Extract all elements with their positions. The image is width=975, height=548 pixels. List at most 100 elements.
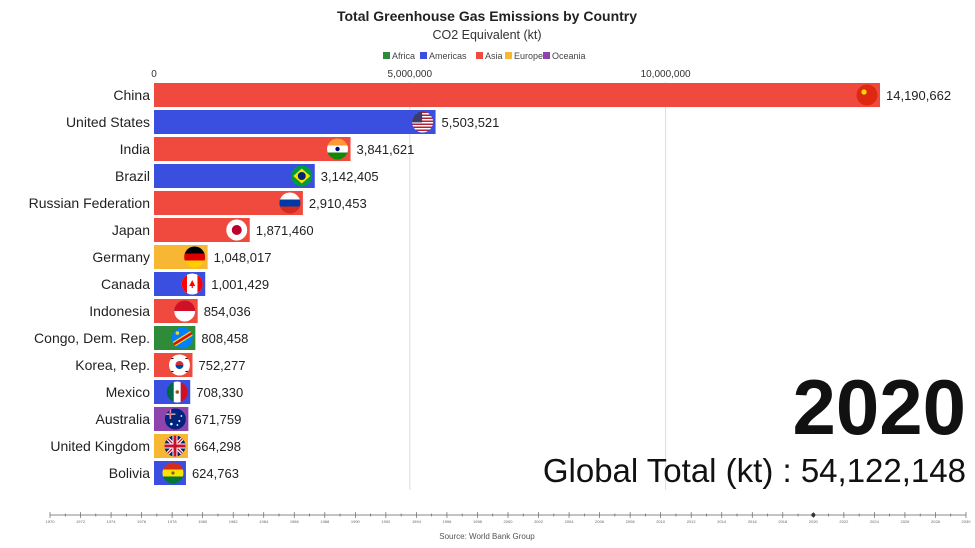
timeline-year-label: 1976 xyxy=(137,519,147,524)
category-label: Japan xyxy=(112,222,150,238)
timeline-year-label: 1972 xyxy=(76,519,86,524)
canada-flag-icon xyxy=(181,273,203,295)
bar-row: Australia 671,759 xyxy=(96,407,241,431)
legend-swatch xyxy=(383,52,390,59)
india-flag-icon xyxy=(327,138,349,160)
timeline-year-label: 1994 xyxy=(412,519,422,524)
timeline-year-label: 1970 xyxy=(46,519,56,524)
timeline-year-label: 1984 xyxy=(259,519,269,524)
timeline-year-label: 2018 xyxy=(778,519,788,524)
indonesia-flag-icon xyxy=(174,300,196,322)
timeline-year-label: 2010 xyxy=(656,519,666,524)
legend-label: Europe xyxy=(514,51,543,61)
russia-flag-icon xyxy=(279,192,301,214)
legend-item-asia: Asia xyxy=(476,51,503,61)
legend-item-africa: Africa xyxy=(383,51,415,61)
bar-row: Korea, Rep. 752,277 xyxy=(75,353,245,377)
legend-item-americas: Americas xyxy=(420,51,467,61)
category-label: Korea, Rep. xyxy=(75,357,150,373)
brazil-flag-icon xyxy=(291,165,313,187)
legend-label: Asia xyxy=(485,51,503,61)
category-label: Brazil xyxy=(115,168,150,184)
value-label: 5,503,521 xyxy=(442,115,500,130)
category-label: Indonesia xyxy=(89,303,150,319)
bar-row: Russian Federation 2,910,453 xyxy=(29,191,367,215)
timeline-year-label: 2016 xyxy=(748,519,758,524)
legend-swatch xyxy=(420,52,427,59)
x-tick-label: 5,000,000 xyxy=(388,69,433,80)
mexico-flag-icon xyxy=(166,381,188,403)
category-label: Russian Federation xyxy=(29,195,150,211)
timeline-year-label: 1982 xyxy=(229,519,239,524)
timeline-year-label: 1980 xyxy=(198,519,208,524)
year-label: 2020 xyxy=(792,363,966,451)
bar xyxy=(154,110,436,134)
bar-row: Mexico 708,330 xyxy=(106,380,243,404)
category-label: United States xyxy=(66,114,150,130)
global-total-label: Global Total (kt) : 54,122,148 xyxy=(543,452,966,489)
timeline-year-label: 1990 xyxy=(351,519,361,524)
value-label: 1,871,460 xyxy=(256,223,314,238)
timeline-year-label: 1998 xyxy=(473,519,483,524)
us-flag-icon xyxy=(412,111,434,133)
timeline-year-label: 1988 xyxy=(320,519,330,524)
congo-flag-icon xyxy=(171,327,193,349)
bars: China 14,190,662 United States 5,503,521 Ind… xyxy=(29,83,951,485)
bar xyxy=(154,191,303,215)
bar-row: Indonesia 854,036 xyxy=(89,299,251,323)
timeline-year-label: 2024 xyxy=(870,519,880,524)
timeline-year-label: 2026 xyxy=(900,519,910,524)
bolivia-flag-icon xyxy=(162,462,184,484)
timeline-year-label: 1996 xyxy=(442,519,452,524)
timeline-year-label: 1974 xyxy=(107,519,117,524)
x-tick-label: 10,000,000 xyxy=(641,69,691,80)
bar-row: Japan 1,871,460 xyxy=(112,218,314,242)
value-label: 2,910,453 xyxy=(309,196,367,211)
timeline-year-label: 2022 xyxy=(839,519,849,524)
korea-flag-icon xyxy=(168,354,190,376)
value-label: 3,142,405 xyxy=(321,169,379,184)
timeline-year-label: 1978 xyxy=(168,519,178,524)
category-label: Mexico xyxy=(106,384,151,400)
value-label: 1,001,429 xyxy=(211,277,269,292)
timeline-year-label: 2030 xyxy=(962,519,972,524)
timeline-year-label: 2020 xyxy=(809,519,819,524)
timeline-marker xyxy=(811,513,816,517)
legend-item-oceania: Oceania xyxy=(543,51,586,61)
japan-flag-icon xyxy=(226,219,248,241)
value-label: 671,759 xyxy=(194,412,241,427)
chart-title: Total Greenhouse Gas Emissions by Countr… xyxy=(337,8,637,24)
legend-label: Americas xyxy=(429,51,467,61)
germany-flag-icon xyxy=(184,246,206,268)
bar-row: China 14,190,662 xyxy=(113,83,951,107)
category-label: Canada xyxy=(101,276,150,292)
value-label: 664,298 xyxy=(194,439,241,454)
legend: Africa Americas Asia Europe Oceania xyxy=(383,51,586,61)
category-label: Australia xyxy=(96,411,151,427)
value-label: 808,458 xyxy=(201,331,248,346)
timeline-year-label: 2028 xyxy=(931,519,941,524)
category-label: United Kingdom xyxy=(50,438,150,454)
bar xyxy=(154,137,351,161)
bar-row: Brazil 3,142,405 xyxy=(115,164,379,188)
value-label: 1,048,017 xyxy=(214,250,272,265)
legend-swatch xyxy=(543,52,550,59)
bar-row: Congo, Dem. Rep. 808,458 xyxy=(34,326,248,350)
value-label: 708,330 xyxy=(196,385,243,400)
bar-row: Bolivia 624,763 xyxy=(109,461,239,485)
x-axis-ticks: 0 5,000,000 10,000,000 xyxy=(151,69,691,80)
legend-label: Africa xyxy=(392,51,415,61)
legend-swatch xyxy=(505,52,512,59)
bar xyxy=(154,164,315,188)
bar-row: United States 5,503,521 xyxy=(66,110,499,134)
bar-row: India 3,841,621 xyxy=(120,137,415,161)
value-label: 752,277 xyxy=(198,358,245,373)
bar-row: United Kingdom 664,298 xyxy=(50,434,241,458)
category-label: Germany xyxy=(92,249,150,265)
category-label: Congo, Dem. Rep. xyxy=(34,330,150,346)
value-label: 3,841,621 xyxy=(357,142,415,157)
bar-row: Germany 1,048,017 xyxy=(92,245,271,269)
source-label: Source: World Bank Group xyxy=(439,532,535,541)
value-label: 14,190,662 xyxy=(886,88,951,103)
